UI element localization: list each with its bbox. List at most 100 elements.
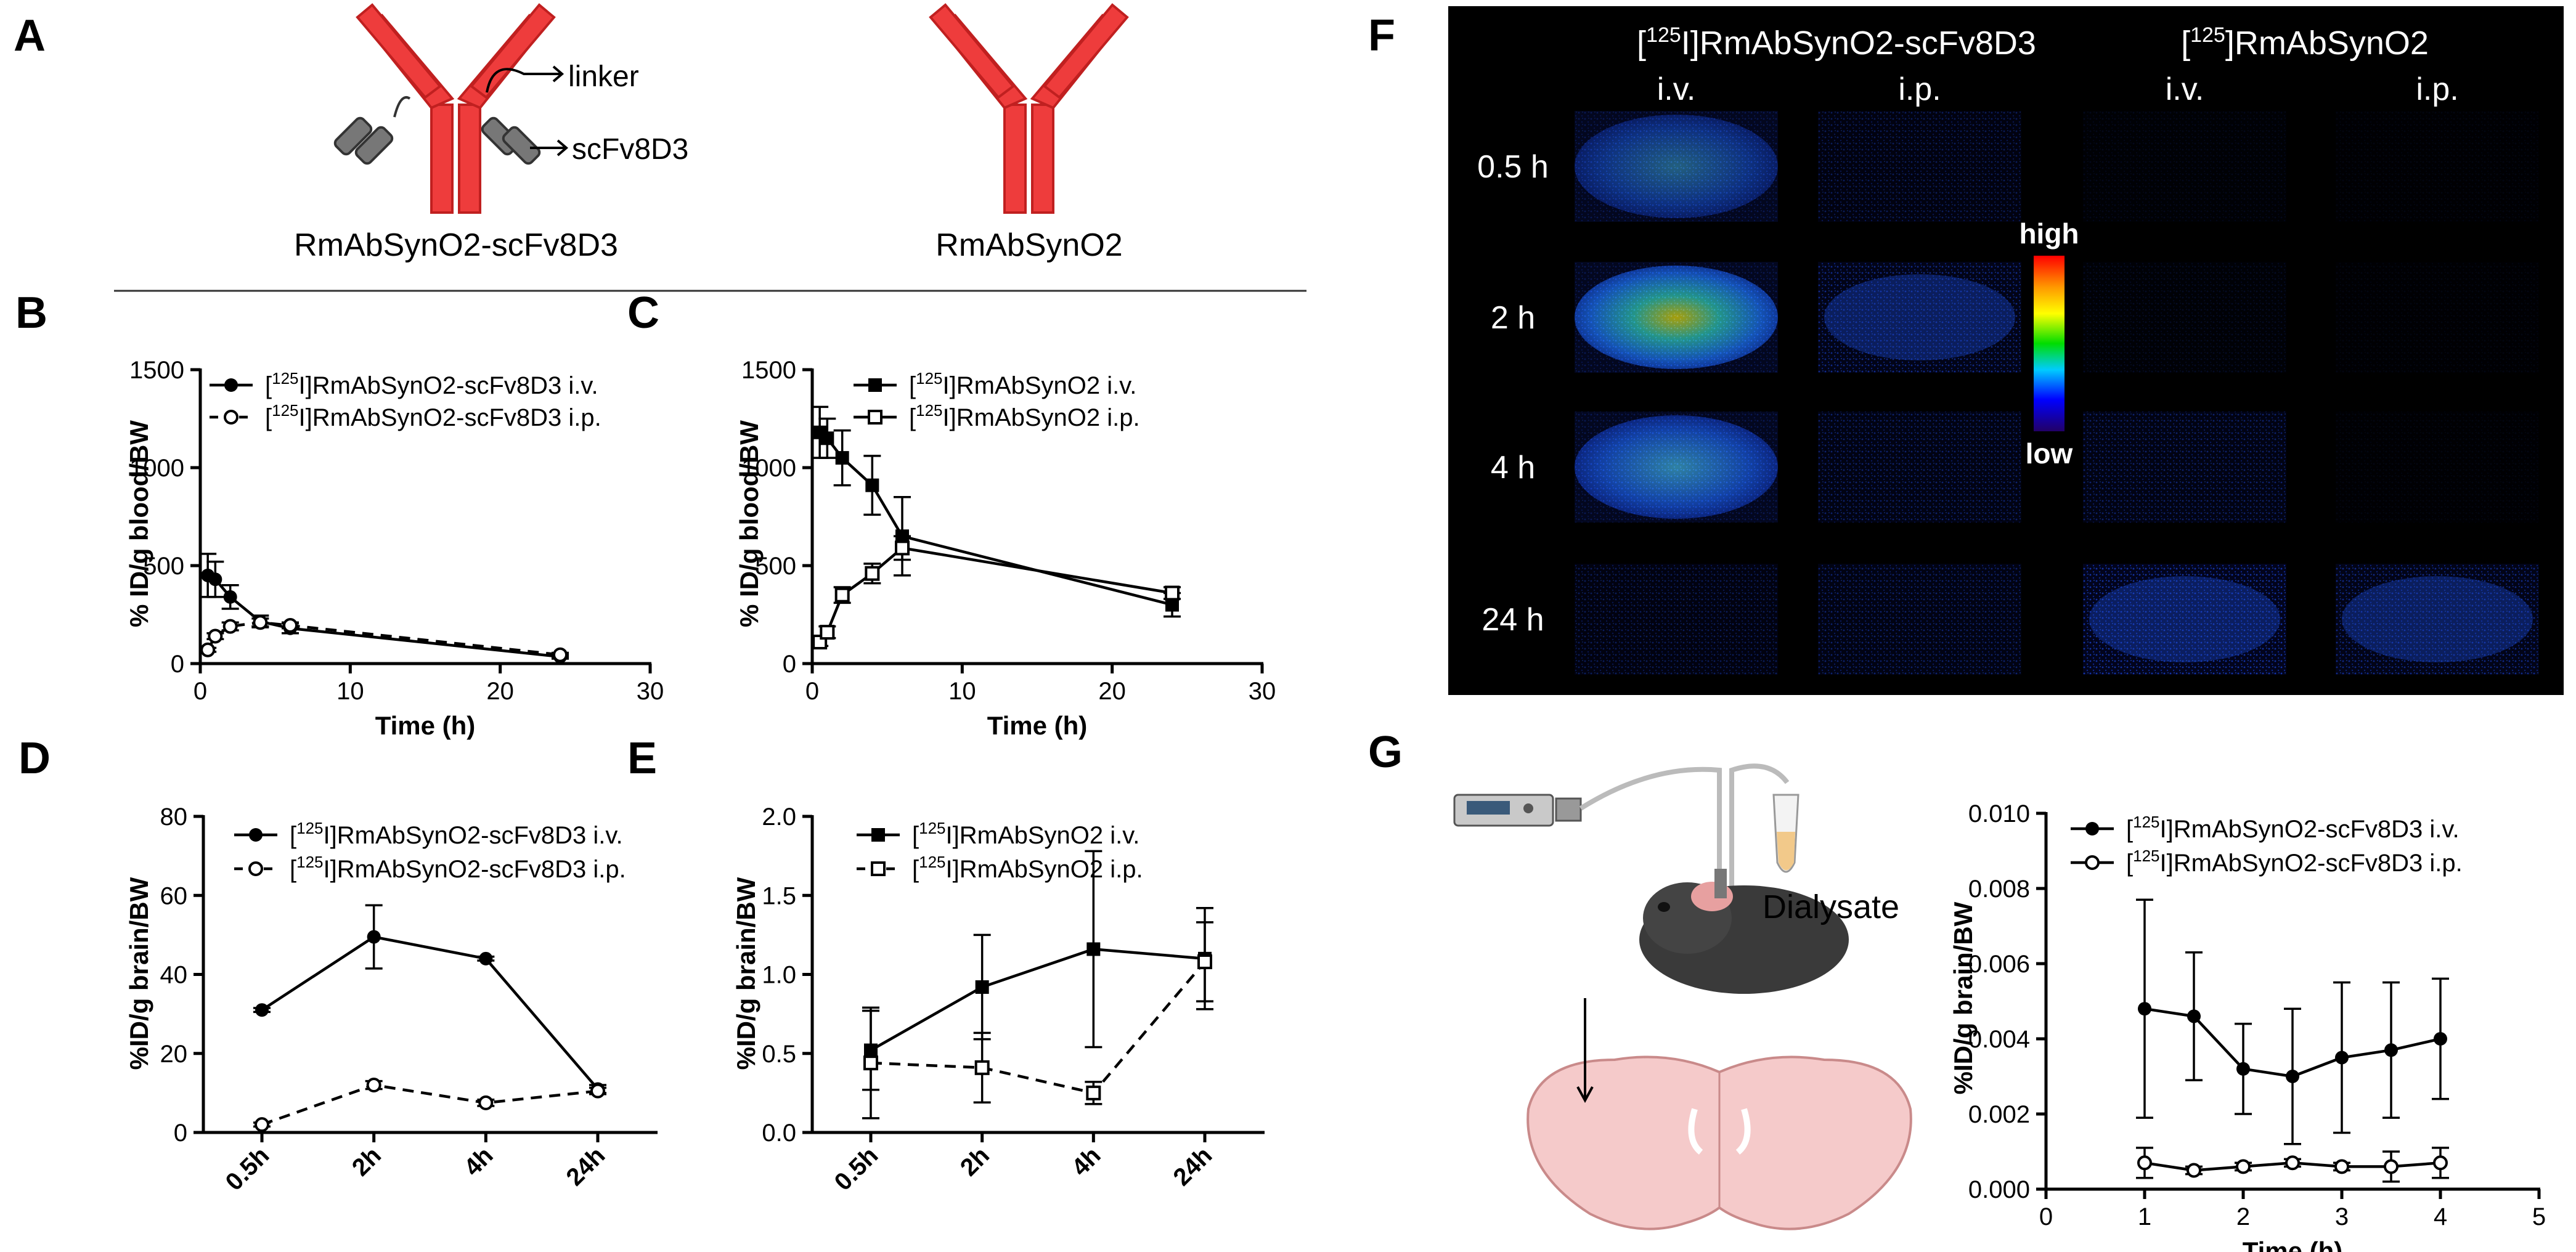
series-line (261, 1083, 598, 1126)
y-tick-label: 0.006 (1968, 951, 2030, 978)
y-tick-label: 80 (160, 803, 188, 831)
panel-label-g: G (1368, 728, 1403, 777)
mouse-icon (1639, 869, 1849, 994)
imaging-col-header: i.p. (1898, 71, 1941, 107)
x-tick-label: 0.5h (829, 1142, 884, 1196)
legend-marker (2085, 822, 2099, 835)
data-point (1165, 598, 1179, 612)
series-1 (253, 1078, 606, 1132)
legend-entry: [125I]RmAbSynO2-scFv8D3 i.v. (265, 369, 598, 399)
legend-marker (871, 861, 886, 876)
imaging-cell (1818, 564, 2021, 675)
scale-high-label: high (2019, 217, 2079, 250)
x-tick-label: 1 (2138, 1203, 2151, 1230)
data-point (1197, 954, 1212, 969)
legend: [125I]RmAbSynO2-scFv8D3 i.v.[125I]RmAbSy… (234, 819, 626, 883)
x-tick-label: 4h (459, 1142, 499, 1181)
data-point (865, 566, 880, 581)
data-point (2434, 1032, 2447, 1046)
y-axis-label: %ID/g brain/BW (1949, 901, 1978, 1094)
legend-entry: [125I]RmAbSynO2-scFv8D3 i.v. (290, 819, 623, 849)
series-1 (199, 615, 569, 662)
brain-section-icon (1526, 1055, 1912, 1230)
data-point (478, 1095, 494, 1110)
legend-marker (248, 861, 263, 876)
data-point (2334, 1159, 2349, 1174)
x-tick-label: 0 (2039, 1203, 2053, 1230)
y-tick-label: 500 (755, 553, 796, 580)
intensity-scale-bar (2034, 256, 2064, 431)
legend: [125I]RmAbSynO2-scFv8D3 i.v.[125I]RmAbSy… (210, 369, 601, 431)
series-line (818, 546, 1173, 643)
data-point (835, 451, 849, 465)
antibody-name-left: RmAbSynO2-scFv8D3 (294, 227, 618, 263)
dialysate-label: Dialysate (1763, 888, 1899, 925)
vial-icon (1772, 794, 1800, 873)
y-tick-label: 1000 (741, 455, 796, 482)
antibody-illustration (929, 3, 1129, 214)
imaging-col-header: i.v. (1657, 71, 1696, 107)
y-axis-label: % ID/g blood/BW (735, 420, 764, 627)
data-point (553, 647, 568, 662)
x-tick-label: 0.5h (221, 1142, 275, 1196)
data-point (865, 478, 879, 492)
x-tick-label: 30 (1249, 678, 1276, 705)
data-point (2335, 1051, 2349, 1065)
y-axis-label: %ID/g brain/BW (732, 877, 760, 1070)
legend-entry: [125I]RmAbSynO2-scFv8D3 i.p. (265, 401, 601, 431)
imaging-row-header: 4 h (1491, 450, 1535, 486)
imaging-cell (1818, 111, 2021, 222)
panel-label-e: E (627, 734, 657, 783)
x-tick-label: 24h (1168, 1142, 1218, 1191)
series-0 (862, 850, 1213, 1091)
imaging-cell (2336, 564, 2539, 675)
data-point (2187, 1009, 2201, 1023)
y-tick-label: 0.000 (1968, 1176, 2030, 1203)
legend-marker (871, 828, 885, 842)
data-point (2384, 1043, 2398, 1057)
imaging-cell (1575, 564, 1778, 675)
series-line (870, 961, 1206, 1095)
x-tick-label: 4h (1067, 1142, 1106, 1181)
y-tick-label: 40 (160, 962, 188, 989)
data-point (2384, 1159, 2399, 1174)
chart-c: C 0 500 1000 1500 0 10 20 30 Time (h) % ID/g blood… (627, 288, 1276, 740)
data-point (975, 980, 989, 994)
series-1 (862, 921, 1213, 1120)
legend-entry: [125I]RmAbSynO2 i.v. (912, 819, 1139, 849)
data-point (223, 590, 237, 604)
data-point (2137, 1155, 2152, 1171)
series-1 (811, 535, 1181, 650)
data-point (590, 1083, 605, 1099)
imaging-group2-header: [125]RmAbSynO2 (2181, 23, 2429, 62)
legend-marker (249, 828, 263, 842)
antibody-scfv-illustration (333, 3, 569, 214)
data-point (974, 1060, 990, 1075)
legend-entry: [125I]RmAbSynO2 i.v. (909, 369, 1136, 399)
panel-label-c: C (627, 288, 659, 338)
panel-f: F [125I]RmAbSynO2-scFv8D3 [125]RmAbSynO2… (1368, 6, 2564, 695)
data-point (255, 1003, 269, 1017)
imaging-cell (2336, 111, 2539, 222)
y-tick-label: 60 (160, 882, 188, 909)
data-point (222, 619, 238, 634)
chart-d: D 0 20 40 60 80 0.5h 2h 4h 24h %ID/g brain/BW [125I… (18, 734, 658, 1196)
imaging-cell (2083, 111, 2286, 222)
y-tick-label: 1000 (129, 455, 184, 482)
data-point (863, 1055, 878, 1071)
imaging-cell (1575, 412, 1778, 522)
scfv-label: scFv8D3 (572, 133, 688, 166)
imaging-row-header: 24 h (1482, 602, 1544, 638)
y-tick-label: 0.5 (762, 1041, 796, 1068)
y-tick-label: 0.002 (1968, 1101, 2030, 1128)
y-tick-label: 1500 (741, 357, 796, 384)
data-point (208, 628, 223, 644)
y-tick-label: 1500 (129, 357, 184, 384)
data-point (1086, 1085, 1101, 1100)
legend-marker (224, 410, 238, 425)
data-point (2286, 1070, 2299, 1083)
imaging-col-header: i.p. (2416, 71, 2458, 107)
imaging-row-header: 2 h (1491, 300, 1535, 336)
